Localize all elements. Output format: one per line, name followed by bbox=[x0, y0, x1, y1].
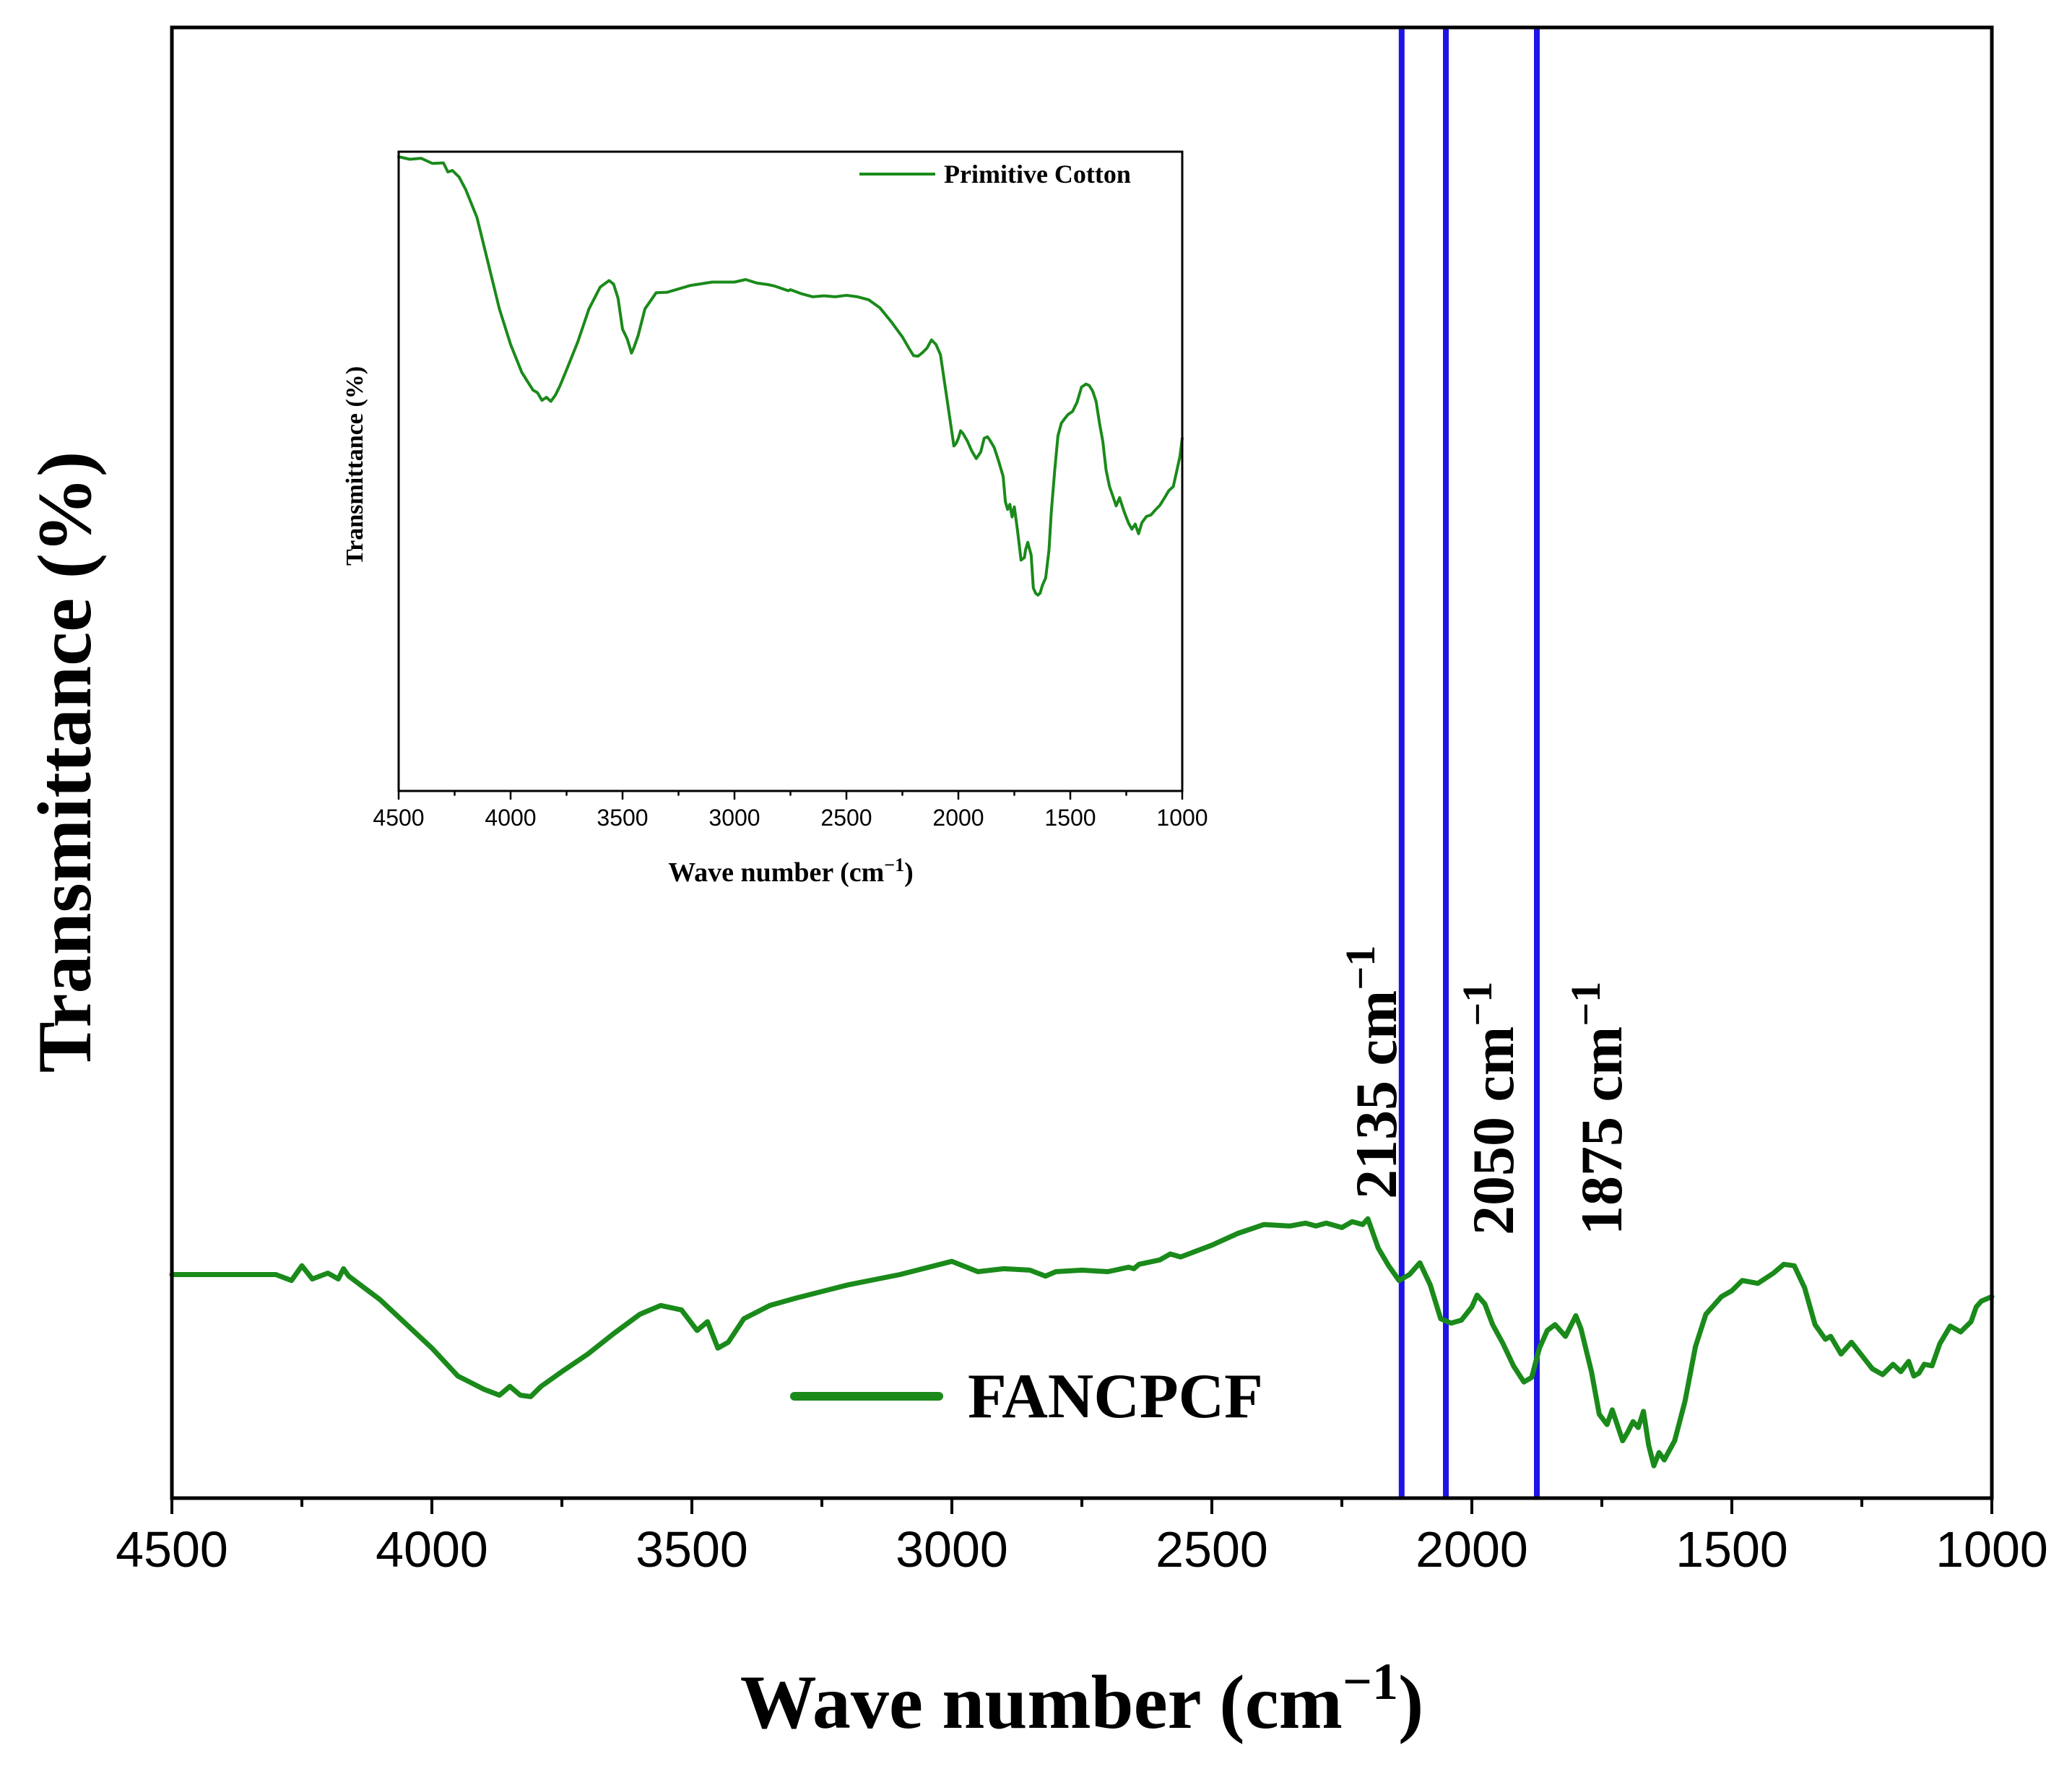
inset-series-line-primitive-cotton bbox=[397, 155, 1184, 597]
inset-y-axis-title: Transmittance (%) bbox=[342, 366, 368, 566]
inset-xtick-label-2500: 2500 bbox=[820, 805, 872, 831]
main-xtick-label-1500: 1500 bbox=[1676, 1521, 1788, 1578]
main-xtick-label-2500: 2500 bbox=[1156, 1521, 1268, 1578]
main-y-axis-title: Transmittance (%) bbox=[22, 451, 107, 1073]
main-vline-label-1875: 1875 cm−1 bbox=[1562, 982, 1634, 1235]
inset-xtick-label-3500: 3500 bbox=[597, 805, 648, 831]
inset-chart: 4500 4000 3500 3000 2500 2000 1500 1000 Primiti… bbox=[342, 150, 1208, 888]
main-xtick-label-2000: 2000 bbox=[1416, 1521, 1528, 1578]
main-series-line-fancpcf bbox=[169, 1216, 1995, 1469]
main-x-axis-title: Wave number (cm−1) bbox=[740, 1653, 1424, 1744]
inset-xtick-label-4500: 4500 bbox=[373, 805, 424, 831]
main-x-ticks: 4500 4000 3500 3000 2500 2000 1500 1000 bbox=[116, 1498, 2048, 1578]
main-xtick-label-4500: 4500 bbox=[116, 1521, 228, 1578]
main-vline-label-2135: 2135 cm−1 bbox=[1337, 946, 1409, 1199]
inset-xtick-label-1000: 1000 bbox=[1156, 805, 1208, 831]
main-chart: 4500 4000 3500 3000 2500 2000 1500 1000 2135 cm… bbox=[22, 25, 2048, 1744]
main-xtick-label-4000: 4000 bbox=[376, 1521, 488, 1578]
inset-x-axis-title: Wave number (cm−1) bbox=[668, 855, 914, 888]
main-vline-label-2050: 2050 cm−1 bbox=[1454, 982, 1526, 1235]
main-series-group bbox=[169, 1216, 1995, 1469]
main-legend-label: FANCPCF bbox=[968, 1362, 1263, 1432]
inset-x-ticks: 4500 4000 3500 3000 2500 2000 1500 1000 bbox=[373, 791, 1208, 831]
inset-xtick-label-4000: 4000 bbox=[485, 805, 536, 831]
inset-background bbox=[399, 152, 1182, 791]
inset-xtick-label-2000: 2000 bbox=[932, 805, 984, 831]
inset-legend: Primitive Cotton bbox=[859, 160, 1131, 189]
inset-legend-label: Primitive Cotton bbox=[944, 160, 1131, 189]
main-reference-lines bbox=[1398, 27, 1540, 1498]
inset-xtick-label-1500: 1500 bbox=[1044, 805, 1096, 831]
main-legend: FANCPCF bbox=[790, 1362, 1263, 1432]
main-xtick-label-1000: 1000 bbox=[1936, 1521, 2048, 1578]
inset-series-group bbox=[397, 155, 1184, 597]
inset-xtick-label-3000: 3000 bbox=[708, 805, 760, 831]
main-xtick-label-3500: 3500 bbox=[636, 1521, 748, 1578]
main-xtick-label-3000: 3000 bbox=[896, 1521, 1008, 1578]
